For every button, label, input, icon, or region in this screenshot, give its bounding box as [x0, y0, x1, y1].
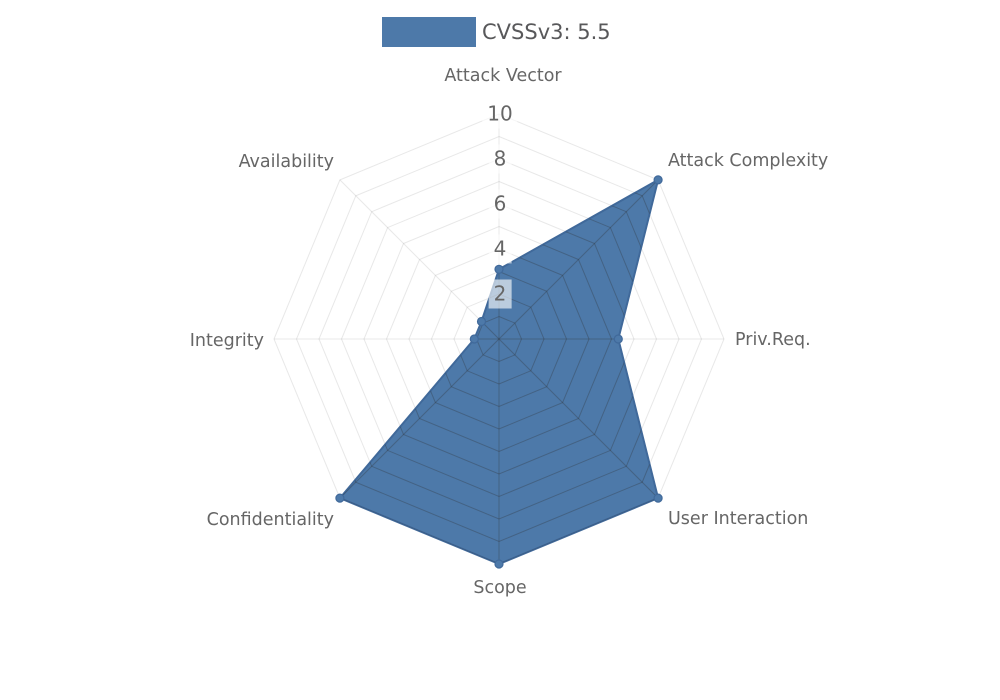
radial-tick-8: 8	[488, 144, 512, 174]
grid-ring	[339, 179, 659, 543]
axis-label-user-interaction: User Interaction	[668, 509, 809, 529]
axis-label-availability: Availability	[238, 152, 334, 172]
radial-tick-6: 6	[488, 189, 512, 219]
radial-tick-10: 10	[482, 99, 518, 129]
series-point-0	[494, 264, 504, 274]
series-point-7	[476, 316, 487, 327]
legend: CVSSv3: 5.5	[382, 17, 611, 47]
grid-ring	[475, 315, 523, 363]
series-point-1	[653, 175, 663, 185]
radial-tick-4: 4	[488, 234, 512, 264]
axis-label-attack-vector: Attack Vector	[444, 66, 562, 86]
axis-label-priv-req: Priv.Req.	[735, 330, 811, 350]
axis-label-attack-complexity: Attack Complexity	[668, 151, 829, 171]
series-point-6	[469, 334, 479, 344]
series-point-3	[653, 493, 663, 503]
grid-spoke	[339, 179, 500, 340]
grid-spoke	[339, 338, 500, 499]
grid-spoke	[498, 338, 659, 499]
axis-label-confidentiality: Confidentiality	[206, 510, 334, 530]
radial-tick-2: 2	[488, 279, 512, 309]
legend-label: CVSSv3: 5.5	[482, 20, 611, 44]
legend-swatch	[382, 17, 476, 47]
axis-label-integrity: Integrity	[189, 331, 264, 351]
axis-label-scope: Scope	[473, 578, 527, 598]
series-point-2	[613, 334, 623, 344]
series-point-4	[494, 559, 504, 569]
grid-spoke	[498, 179, 659, 340]
series-point-5	[335, 493, 345, 503]
